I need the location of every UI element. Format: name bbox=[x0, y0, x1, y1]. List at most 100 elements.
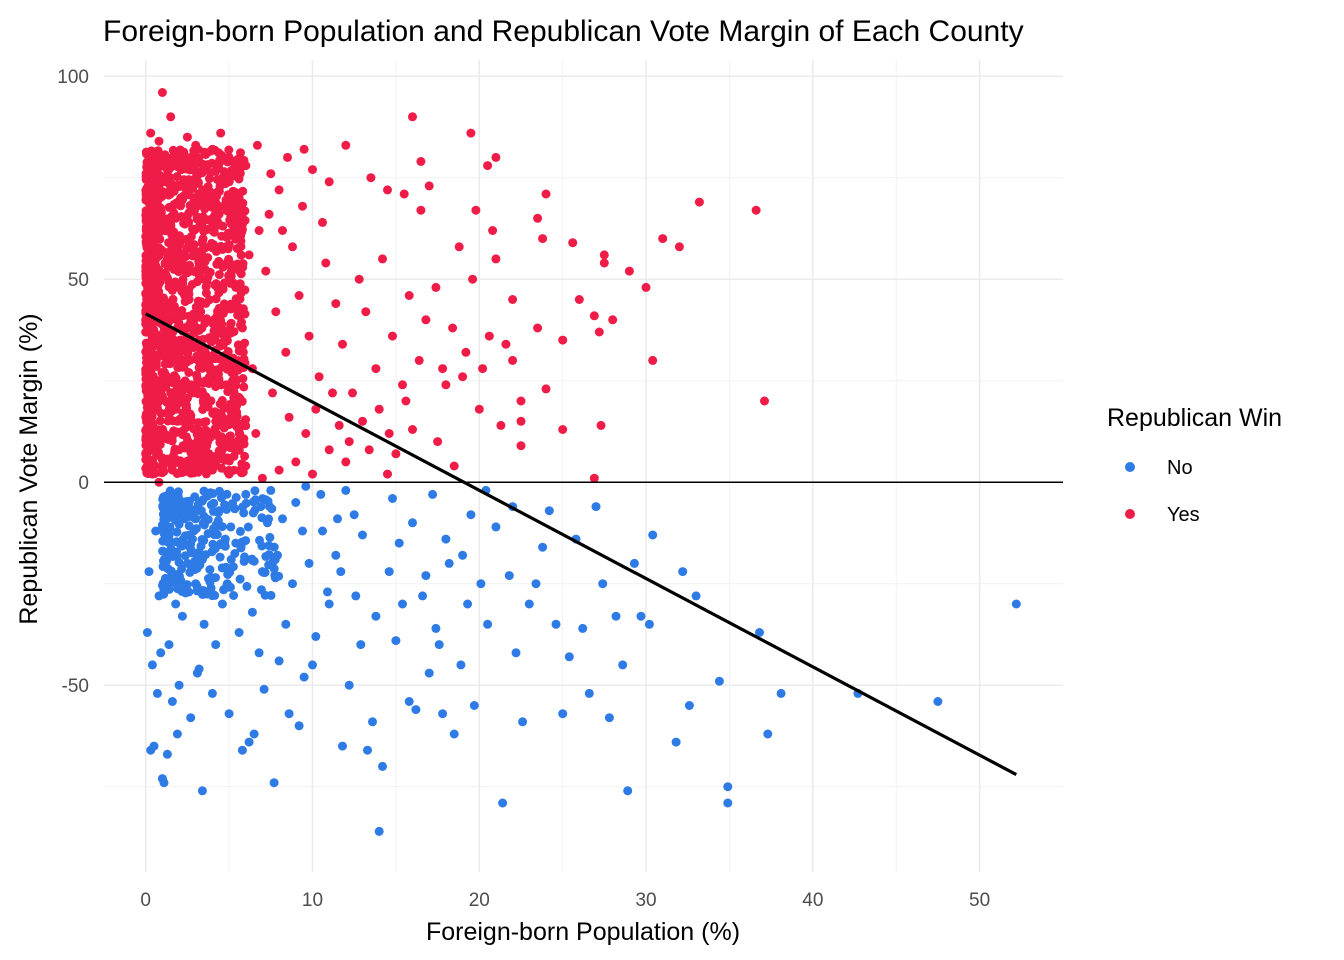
data-point-yes bbox=[200, 265, 210, 274]
data-point-no bbox=[763, 729, 773, 739]
y-tick-label: 0 bbox=[78, 473, 89, 494]
data-point-yes bbox=[219, 307, 229, 316]
data-point-yes bbox=[388, 331, 397, 341]
x-axis-label: Foreign-born Population (%) bbox=[426, 918, 740, 946]
data-point-yes bbox=[235, 279, 245, 289]
data-point-yes bbox=[216, 324, 226, 334]
data-point-no bbox=[363, 745, 372, 755]
data-point-no bbox=[356, 640, 366, 650]
y-tick-label: -50 bbox=[62, 676, 89, 697]
data-point-yes bbox=[219, 359, 229, 369]
data-point-yes bbox=[141, 237, 151, 247]
data-point-yes bbox=[232, 401, 241, 411]
data-point-no bbox=[226, 555, 236, 564]
data-point-no bbox=[216, 493, 226, 503]
x-axis-ticks: 0 10 20 30 40 50 bbox=[140, 890, 990, 911]
legend-no-swatch bbox=[1125, 462, 1135, 472]
data-point-yes bbox=[181, 289, 191, 299]
data-point-no bbox=[174, 680, 184, 690]
data-point-no bbox=[177, 611, 187, 621]
data-point-yes bbox=[366, 173, 376, 183]
data-point-yes bbox=[344, 437, 354, 447]
data-point-yes bbox=[197, 323, 207, 333]
data-point-yes bbox=[354, 274, 364, 284]
data-point-yes bbox=[236, 320, 245, 330]
data-point-yes bbox=[216, 128, 226, 138]
data-point-yes bbox=[234, 434, 244, 444]
data-point-no bbox=[408, 518, 417, 528]
data-point-no bbox=[159, 589, 169, 599]
data-point-yes bbox=[294, 291, 304, 300]
data-point-yes bbox=[232, 244, 242, 253]
data-point-yes bbox=[233, 154, 243, 164]
data-point-yes bbox=[215, 438, 225, 448]
data-point-no bbox=[205, 565, 215, 575]
data-point-yes bbox=[454, 242, 464, 252]
data-point-yes bbox=[408, 112, 417, 122]
data-point-no bbox=[269, 778, 279, 788]
data-point-no bbox=[294, 721, 304, 731]
data-point-yes bbox=[404, 291, 414, 300]
data-point-no bbox=[266, 485, 276, 495]
data-point-no bbox=[146, 745, 156, 755]
data-point-yes bbox=[203, 272, 213, 282]
data-point-yes bbox=[751, 205, 761, 215]
data-point-no bbox=[584, 688, 594, 698]
data-point-yes bbox=[182, 132, 192, 142]
data-point-yes bbox=[240, 451, 250, 461]
data-point-yes bbox=[219, 423, 229, 433]
data-point-yes bbox=[224, 254, 234, 264]
data-point-yes bbox=[244, 250, 254, 260]
data-point-no bbox=[684, 701, 694, 710]
data-point-yes bbox=[448, 323, 458, 333]
data-point-yes bbox=[399, 189, 409, 199]
data-point-no bbox=[524, 599, 534, 609]
data-point-yes bbox=[218, 284, 228, 294]
data-point-yes bbox=[214, 410, 224, 420]
data-point-yes bbox=[301, 429, 311, 438]
data-point-yes bbox=[251, 429, 261, 438]
data-point-no bbox=[611, 611, 621, 621]
data-point-yes bbox=[308, 165, 317, 175]
data-point-yes bbox=[165, 299, 175, 309]
data-point-no bbox=[241, 489, 251, 499]
data-point-no bbox=[209, 498, 219, 508]
data-point-yes bbox=[254, 226, 264, 235]
data-point-no bbox=[441, 534, 451, 544]
data-point-yes bbox=[158, 344, 168, 354]
data-point-yes bbox=[175, 414, 185, 424]
data-point-no bbox=[223, 570, 233, 579]
data-point-no bbox=[159, 556, 168, 566]
data-point-no bbox=[304, 558, 314, 568]
data-point-yes bbox=[760, 396, 769, 406]
data-point-yes bbox=[374, 404, 384, 414]
data-point-yes bbox=[161, 226, 171, 236]
data-point-yes bbox=[144, 189, 154, 199]
data-point-yes bbox=[167, 186, 177, 196]
data-point-no bbox=[498, 798, 508, 808]
data-point-yes bbox=[169, 199, 179, 209]
data-point-no bbox=[159, 778, 169, 788]
data-point-yes bbox=[208, 455, 218, 465]
data-point-no bbox=[207, 688, 217, 698]
data-point-no bbox=[208, 506, 218, 516]
data-point-yes bbox=[484, 331, 494, 341]
data-point-yes bbox=[214, 148, 224, 158]
data-point-no bbox=[226, 522, 236, 532]
legend-title: Republican Win bbox=[1107, 404, 1282, 432]
data-point-no bbox=[755, 628, 764, 637]
data-point-no bbox=[316, 489, 326, 499]
data-point-yes bbox=[173, 362, 183, 372]
data-point-yes bbox=[180, 261, 190, 271]
data-point-no bbox=[421, 571, 431, 581]
data-point-yes bbox=[142, 417, 152, 427]
data-point-yes bbox=[281, 347, 291, 357]
data-point-yes bbox=[236, 269, 246, 279]
data-point-yes bbox=[194, 426, 204, 436]
data-point-yes bbox=[334, 420, 344, 430]
data-point-yes bbox=[236, 250, 246, 260]
data-point-yes bbox=[177, 387, 187, 397]
data-point-no bbox=[598, 579, 608, 589]
data-point-yes bbox=[152, 184, 162, 194]
